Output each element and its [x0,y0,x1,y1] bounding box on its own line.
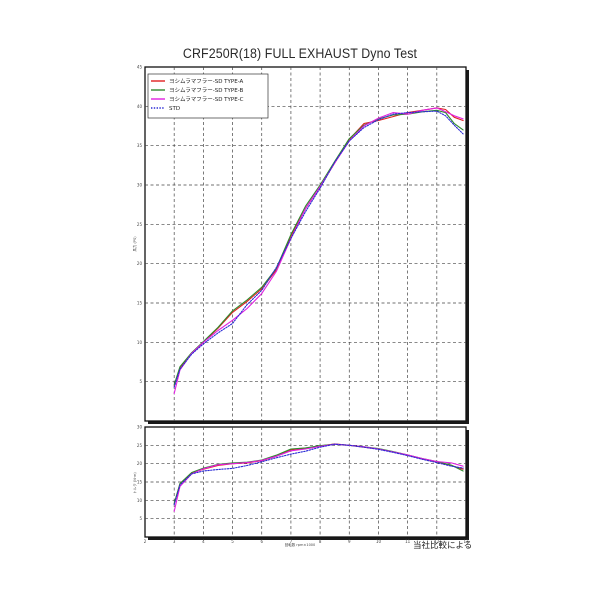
x-tick-label: 11 [405,539,411,544]
y-tick-label: 40 [137,104,143,109]
torque-series-line-4 [173,443,464,506]
torque-axis-ticks: 30 25 20 15 10 5 2 3 4 5 6 7 8 9 10 11 12 13 [137,425,469,545]
y-tick-label: 15 [137,480,143,485]
power-panel-frame [144,66,467,422]
x-tick-label: 13 [463,539,469,544]
power-series-line-3 [173,107,464,395]
y-tick-label: 10 [137,340,143,345]
y-tick-label: 20 [137,261,143,266]
y-tick-label: 10 [137,498,143,503]
chart-title: CRF250R(18) FULL EXHAUST Dyno Test [182,46,418,61]
x-tick-label: 6 [260,539,263,544]
legend: ヨシムラマフラー-SD TYPE-A ヨシムラマフラー-SD TYPE-B ヨシムラ… [147,73,269,119]
legend-label: STD [169,106,180,112]
power-axis-ticks: 45 40 35 30 25 20 15 10 5 [137,65,143,385]
legend-label: ヨシムラマフラー-SD TYPE-B [169,87,243,94]
y-tick-label: 35 [137,143,143,148]
rpm-xlabel: 回転数 rpm×1000 [285,542,316,547]
power-grid [145,67,466,421]
torque-series-line-3 [173,443,464,512]
x-tick-label: 10 [376,539,382,544]
x-tick-label: 5 [231,539,234,544]
torque-series-group [173,443,464,512]
torque-ylabel: トルク (N·m) [132,472,137,494]
power-ylabel: 馬力 (PS) [132,236,137,252]
footnote: 当社比較による [413,541,473,551]
y-tick-label: 5 [139,379,142,384]
y-tick-label: 30 [137,425,143,430]
power-series-line-4 [173,110,464,388]
x-tick-label: 7 [290,539,293,544]
y-tick-label: 5 [139,516,142,521]
y-tick-label: 25 [137,222,143,227]
y-tick-label: 45 [137,65,143,70]
y-tick-label: 25 [137,443,143,448]
legend-label: ヨシムラマフラー-SD TYPE-A [169,78,244,85]
x-tick-label: 12 [434,539,440,544]
legend-box [147,73,269,119]
y-tick-label: 30 [137,183,143,188]
x-tick-label: 8 [319,539,322,544]
y-tick-label: 15 [137,301,143,306]
x-tick-label: 4 [202,539,205,544]
legend-label: ヨシムラマフラー-SD TYPE-C [169,96,244,103]
y-tick-label: 20 [137,461,143,466]
x-tick-label: 3 [173,539,176,544]
x-tick-label: 2 [144,539,147,544]
x-tick-label: 9 [348,539,351,544]
power-series-group [173,107,464,395]
